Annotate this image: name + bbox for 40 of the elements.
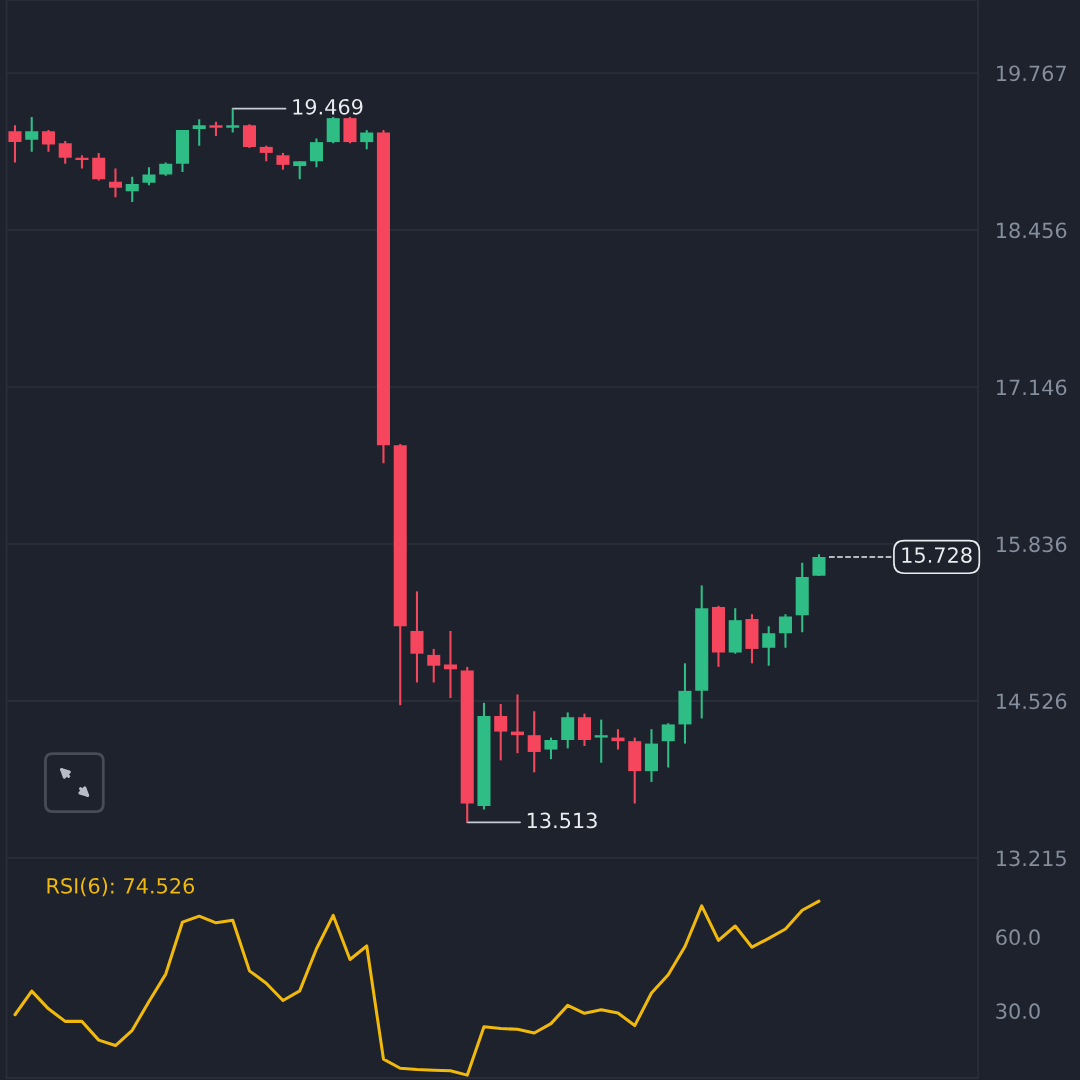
candlestick [762,625,776,667]
candlestick [812,553,826,577]
candlestick [92,151,106,182]
candlestick [242,123,257,150]
y-tick-label: 17.146 [997,379,1067,396]
candlestick [41,129,56,153]
candlestick [443,629,458,700]
candlestick [192,118,206,147]
candlestick [58,139,72,165]
candlestick [309,137,324,169]
y-tick-label: 13.215 [997,850,1066,867]
candlestick [577,712,592,748]
candlestick [594,718,608,764]
candlestick [544,736,558,761]
candlestick [108,167,123,199]
line-series [13,899,821,1077]
ref-line-label: 15.728 [902,547,972,563]
annotation: 13.513 [527,812,597,829]
candlestick [25,115,39,153]
candlestick [8,124,22,164]
candlestick [226,107,240,134]
candlestick [778,613,793,649]
candlestick [410,590,424,684]
y-tick-label: 60.0 [996,929,1040,946]
y-tick-label: 15.836 [997,536,1067,553]
candlestick [125,175,139,204]
y-tick-label: 30.0 [996,1003,1040,1020]
candlestick [527,710,541,774]
candlestick [343,115,357,145]
text: RSI(6): 74.526 [47,877,195,897]
candlestick [494,703,508,762]
candlestick [326,115,340,145]
annotation: 19.469 [293,98,363,115]
candlestick [661,722,675,769]
y-tick-label: 19.767 [997,65,1066,82]
candlestick [427,647,441,684]
y-tick-label: 14.526 [997,693,1067,710]
y-tick-label: 18.456 [997,222,1067,239]
candlestick [561,711,575,750]
candlestick [360,129,374,151]
